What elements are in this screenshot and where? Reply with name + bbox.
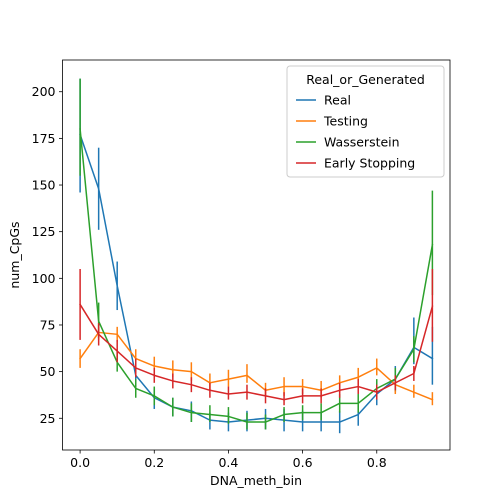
y-tick-label: 100 — [32, 271, 56, 286]
legend-item: Wasserstein — [296, 135, 400, 150]
legend-item: Testing — [296, 114, 368, 129]
y-tick-label: 150 — [32, 178, 56, 193]
legend-item: Real — [296, 93, 351, 108]
x-tick-label: 0.0 — [70, 455, 90, 470]
legend-title: Real_or_Generated — [306, 72, 425, 87]
x-tick-label: 0.2 — [144, 455, 164, 470]
y-tick-label: 125 — [32, 224, 56, 239]
plot-marks — [79, 78, 434, 434]
series-line — [79, 133, 434, 423]
y-axis-label: num_CpGs — [7, 221, 22, 288]
legend-box — [286, 65, 445, 178]
series-line — [79, 331, 434, 401]
x-tick-label: 0.4 — [218, 455, 238, 470]
series-line — [79, 303, 434, 401]
y-tick-label: 25 — [40, 411, 56, 426]
x-tick-label: 0.6 — [293, 455, 313, 470]
legend-item: Early Stopping — [296, 156, 415, 171]
y-tick-label: 175 — [32, 131, 56, 146]
legend-label: Testing — [323, 114, 368, 129]
legend-label: Real — [324, 93, 351, 108]
y-tick-label: 75 — [40, 317, 56, 332]
axes: 0.0 0.2 0.4 0.6 0.8 25 50 75 100 125 150 175 200 — [32, 59, 451, 470]
legend: Real_or_Generated Real Testing Wasserstein E… — [286, 65, 445, 178]
y-tick-label: 200 — [32, 84, 56, 99]
series-early-stopping — [79, 268, 434, 406]
x-tick-label: 0.8 — [367, 455, 387, 470]
legend-label: Early Stopping — [324, 156, 415, 171]
legend-label: Wasserstein — [324, 135, 400, 150]
x-axis-label: DNA_meth_bin — [210, 473, 302, 488]
y-tick-label: 50 — [40, 364, 56, 379]
plot-frame — [62, 59, 451, 451]
